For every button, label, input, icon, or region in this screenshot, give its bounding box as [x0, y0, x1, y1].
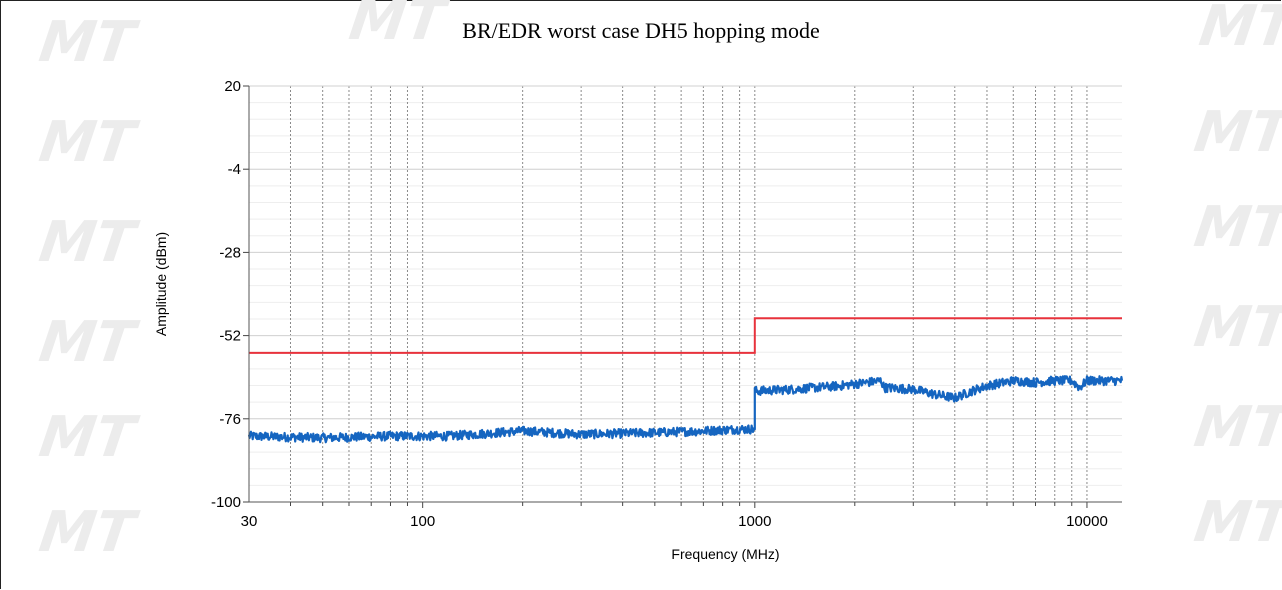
y-tick-label: 20	[224, 78, 241, 95]
measured-trace	[247, 375, 1124, 444]
y-tick-label: -28	[219, 244, 241, 261]
x-axis-label: Frequency (MHz)	[671, 546, 779, 562]
y-tick-label: -4	[228, 161, 241, 178]
axes	[243, 85, 1122, 508]
minor-y-gridlines	[249, 85, 1122, 503]
y-axis-label: Amplitude (dBm)	[153, 232, 169, 336]
y-tick-labels: 20 -4 -28 -52 -76 -100	[211, 78, 241, 511]
x-tick-label: 30	[241, 513, 258, 530]
x-tick-labels: 30 100 1000 10000	[241, 513, 1108, 530]
chart-title: BR/EDR worst case DH5 hopping mode	[462, 18, 820, 43]
y-tick-label: -52	[219, 328, 241, 345]
series-layer	[247, 317, 1124, 444]
x-tick-label: 1000	[738, 513, 771, 530]
x-tick-label: 100	[410, 513, 435, 530]
y-tick-label: -76	[219, 411, 241, 428]
y-tick-label: -100	[211, 494, 241, 511]
x-gridlines	[289, 86, 1088, 502]
limit-line	[249, 317, 1122, 354]
y-gridlines	[249, 85, 1122, 503]
x-tick-label: 10000	[1066, 513, 1108, 530]
